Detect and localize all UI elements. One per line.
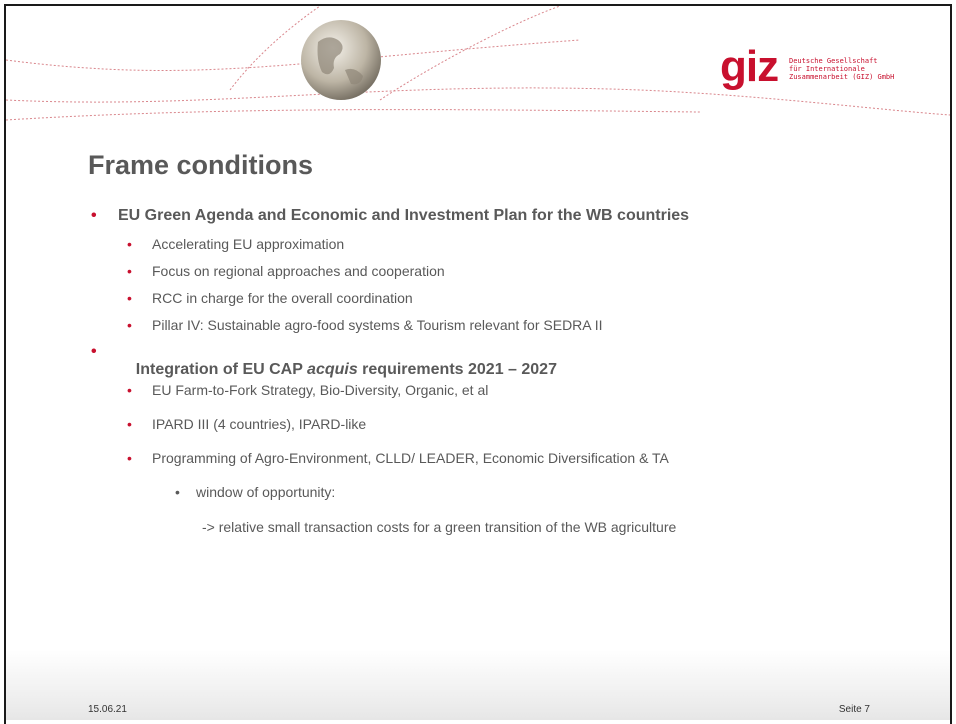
bullet: EU Farm-to-Fork Strategy, Bio-Diversity,…: [152, 382, 488, 398]
bullet: IPARD III (4 countries), IPARD-like: [152, 416, 366, 432]
text: acquis: [307, 361, 358, 378]
footer-page: Seite 7: [839, 704, 870, 715]
bullet: EU Green Agenda and Economic and Investm…: [118, 207, 689, 225]
logo-text: für Internationale: [789, 65, 865, 73]
text: requirements 2021 – 2027: [358, 361, 557, 378]
bullet: window of opportunity:: [196, 484, 335, 500]
slide-title: Frame conditions: [88, 150, 313, 181]
logo-text: Deutsche Gesellschaft: [789, 57, 878, 65]
logo: giz: [720, 42, 778, 92]
bullet: RCC in charge for the overall coordinati…: [152, 290, 413, 306]
bullet: Pillar IV: Sustainable agro-food systems…: [152, 317, 603, 333]
footer-date: 15.06.21: [88, 704, 127, 715]
text: -> relative small transaction costs for …: [202, 519, 676, 535]
slide: giz Deutsche Gesellschaft für Internatio…: [0, 0, 956, 720]
bullet: Focus on regional approaches and coopera…: [152, 263, 445, 279]
text: Integration of EU CAP: [136, 361, 307, 378]
page: giz Deutsche Gesellschaft für Internatio…: [0, 0, 956, 720]
bullet: Accelerating EU approximation: [152, 236, 344, 252]
bullet: Programming of Agro-Environment, CLLD/ L…: [152, 450, 669, 466]
logo-text: Zusammenarbeit (GIZ) GmbH: [789, 73, 894, 81]
